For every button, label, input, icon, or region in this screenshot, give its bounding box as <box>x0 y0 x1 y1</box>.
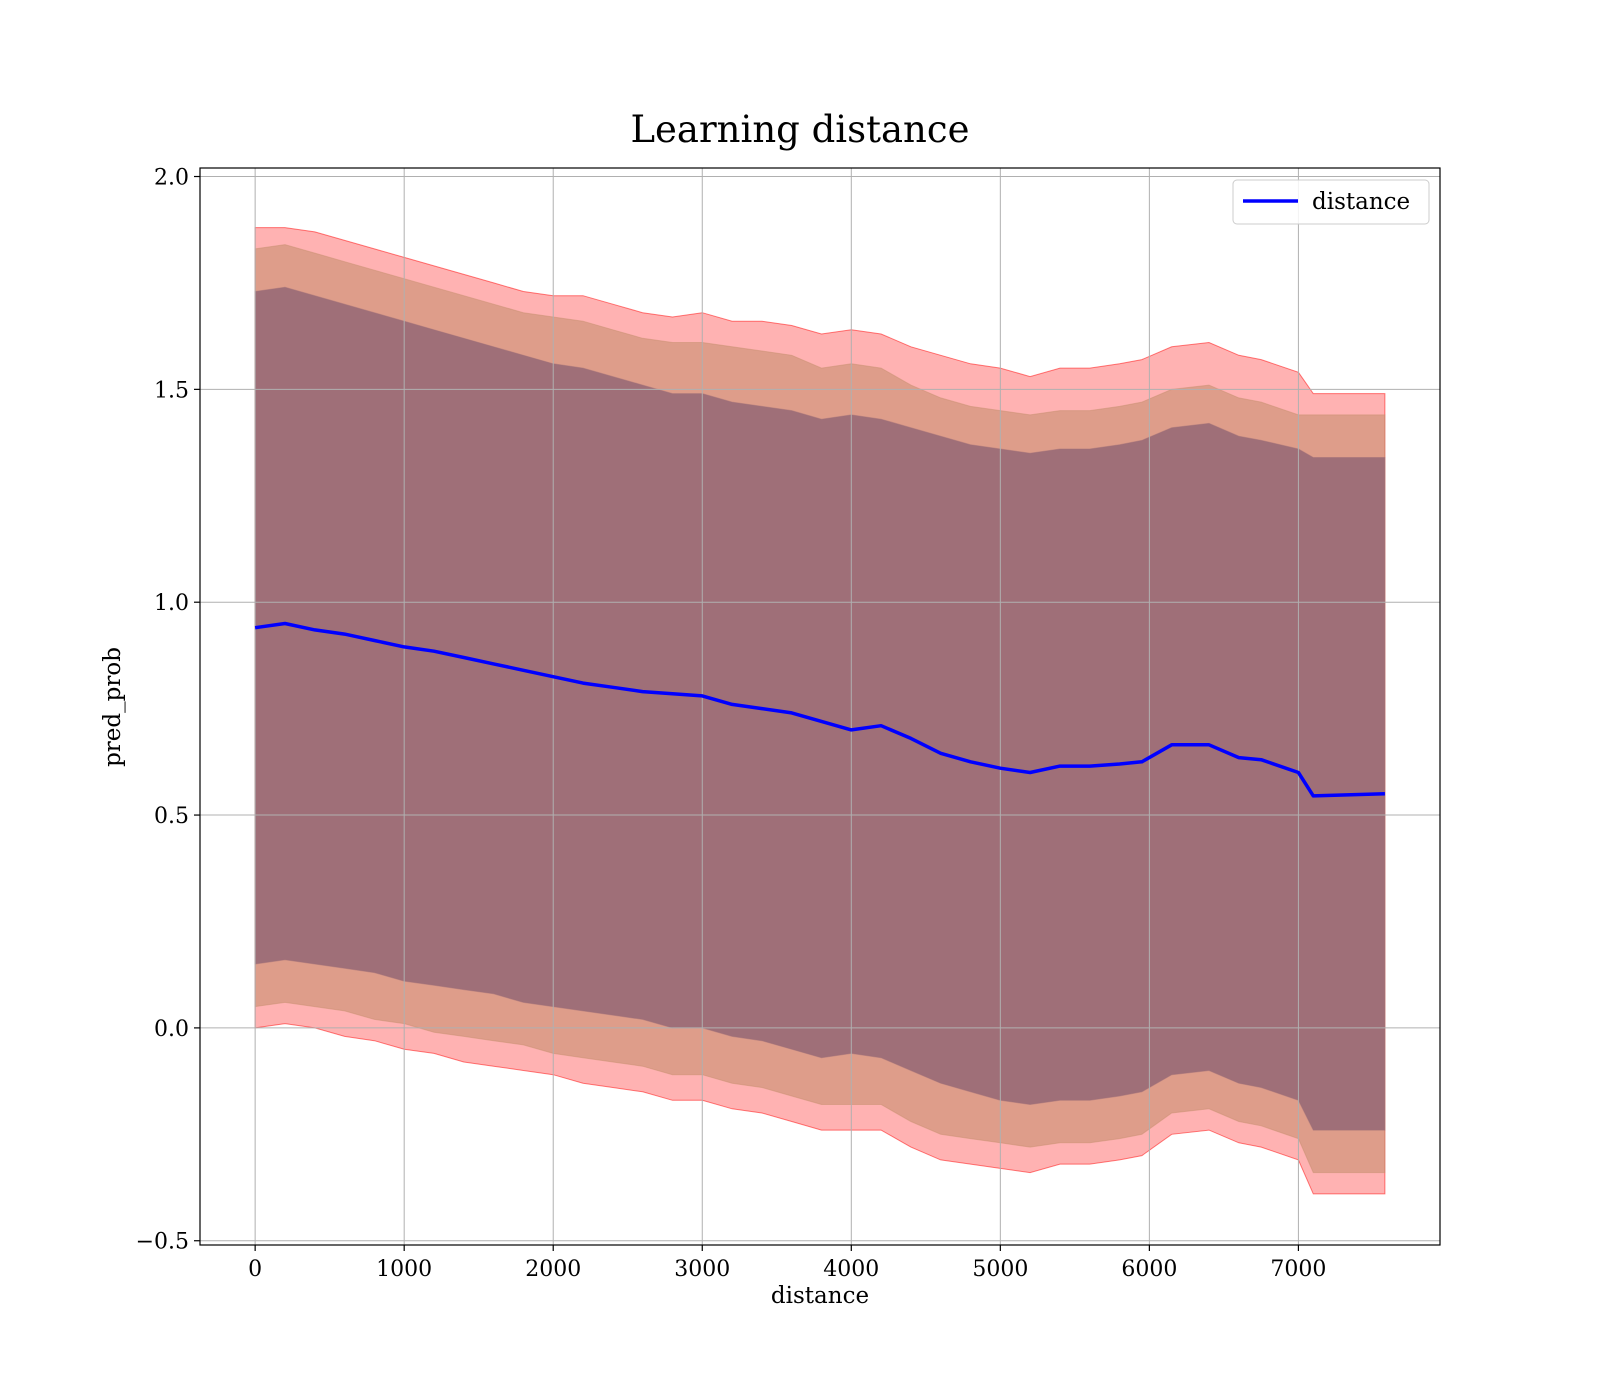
x-tick-label-7: 7000 <box>1270 1257 1326 1282</box>
legend-label: distance <box>1312 189 1410 215</box>
series-line-0 <box>254 621 1385 798</box>
series-lines <box>254 621 1385 798</box>
y-axis-ticks: −0.5 0.0 0.5 1.0 1.5 2.0 <box>136 166 200 1255</box>
legend-box <box>1232 179 1430 225</box>
band-inner <box>254 286 1386 1131</box>
x-tick-label-3: 3000 <box>674 1257 730 1282</box>
x-tick-label-2: 2000 <box>525 1257 581 1282</box>
grid <box>200 168 1440 1245</box>
y-tick-label-2: 0.5 <box>154 804 189 829</box>
y-tick-label-5: 2.0 <box>154 166 189 191</box>
y-tick-label-0: −0.5 <box>136 1230 189 1255</box>
x-axis-label: distance <box>771 1283 869 1309</box>
y-tick-label-3: 1.0 <box>154 591 189 616</box>
chart-title: Learning distance <box>630 108 969 151</box>
x-tick-label-6: 6000 <box>1121 1257 1177 1282</box>
y-axis-label: pred_prob <box>100 647 126 767</box>
y-tick-label-4: 1.5 <box>154 378 189 403</box>
x-tick-label-1: 1000 <box>376 1257 432 1282</box>
x-tick-label-4: 4000 <box>823 1257 879 1282</box>
x-tick-label-0: 0 <box>248 1257 262 1282</box>
axes-frame <box>199 167 1441 1246</box>
x-tick-label-5: 5000 <box>972 1257 1028 1282</box>
x-axis-ticks: 0 1000 2000 3000 4000 5000 6000 7000 <box>248 1245 1326 1282</box>
legend: distance <box>1232 179 1430 225</box>
y-tick-label-1: 0.0 <box>154 1017 189 1042</box>
confidence-bands <box>254 227 1386 1195</box>
